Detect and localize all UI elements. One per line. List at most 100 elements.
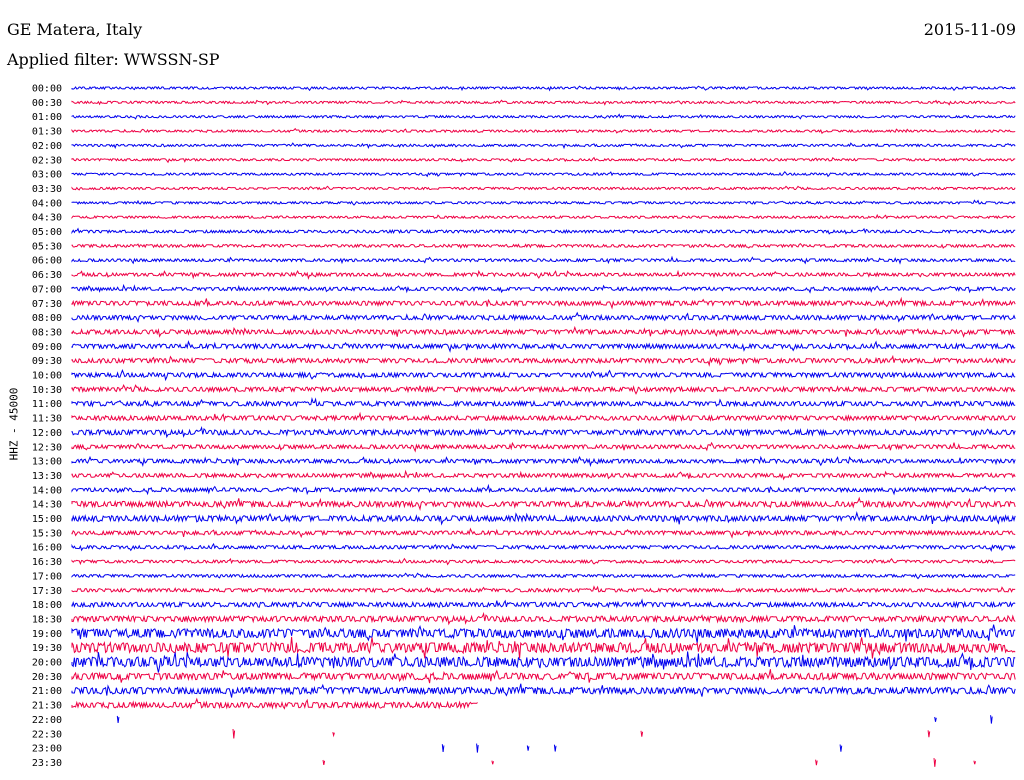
time-tick-label: 02:30: [32, 155, 62, 166]
trace-line: [71, 156, 1016, 164]
time-tick-label: 15:30: [32, 528, 62, 539]
trace-line: [71, 243, 1016, 249]
time-tick-label: 19:00: [32, 629, 62, 640]
time-tick-label: 06:30: [32, 270, 62, 281]
trace-line: [71, 311, 1016, 324]
time-tick-label: 09:30: [32, 356, 62, 367]
station-title: GE Matera, Italy: [7, 20, 143, 39]
trace-line: [71, 383, 1016, 395]
seismogram-traces: [71, 85, 1016, 767]
trace-line: [71, 213, 1016, 220]
time-axis-labels: 00:00 00:30 01:00 01:30 02:00 02:30 03:00 03:30…: [32, 84, 62, 769]
trace-line: [71, 542, 1016, 552]
time-tick-label: 08:00: [32, 313, 62, 324]
trace-line: [71, 572, 1016, 580]
time-tick-label: 22:00: [32, 715, 62, 726]
trace-line: [322, 758, 976, 767]
time-tick-label: 23:30: [32, 758, 62, 769]
time-tick-label: 15:00: [32, 514, 62, 525]
trace-line: [71, 255, 1016, 265]
time-tick-label: 00:00: [32, 84, 62, 95]
time-tick-label: 07:30: [32, 299, 62, 310]
date-label: 2015-11-09: [923, 20, 1016, 39]
trace-line: [71, 697, 478, 710]
trace-line: [71, 611, 1016, 626]
time-tick-label: 05:30: [32, 241, 62, 252]
time-tick-label: 13:00: [32, 457, 62, 468]
time-tick-label: 13:30: [32, 471, 62, 482]
trace-line: [71, 455, 1016, 468]
time-tick-label: 16:30: [32, 557, 62, 568]
time-tick-label: 00:30: [32, 98, 62, 109]
trace-line: [71, 624, 1016, 643]
trace-line: [71, 354, 1016, 367]
time-tick-label: 10:30: [32, 385, 62, 396]
time-tick-label: 17:30: [32, 586, 62, 597]
time-tick-label: 04:00: [32, 198, 62, 209]
trace-line: [71, 227, 1016, 235]
trace-line: [71, 325, 1016, 338]
trace-line: [116, 715, 993, 724]
filter-label: Applied filter: WWSSN-SP: [7, 50, 220, 69]
trace-line: [71, 669, 1016, 684]
time-tick-label: 20:00: [32, 658, 62, 669]
trace-line: [71, 511, 1016, 526]
time-tick-label: 23:00: [32, 744, 62, 755]
trace-line: [71, 396, 1016, 408]
time-tick-label: 20:30: [32, 672, 62, 683]
trace-line: [71, 369, 1016, 382]
time-tick-label: 03:00: [32, 170, 62, 181]
time-tick-label: 01:30: [32, 127, 62, 138]
time-tick-label: 12:30: [32, 442, 62, 453]
time-tick-label: 18:00: [32, 600, 62, 611]
trace-line: [71, 99, 1016, 106]
time-tick-label: 21:00: [32, 686, 62, 697]
time-tick-label: 01:00: [32, 112, 62, 123]
trace-line: [71, 636, 1016, 659]
time-tick-label: 04:30: [32, 213, 62, 224]
trace-line: [71, 113, 1016, 120]
time-tick-label: 21:30: [32, 701, 62, 712]
trace-line: [71, 557, 1016, 566]
trace-line: [71, 651, 1016, 673]
time-tick-label: 17:00: [32, 571, 62, 582]
trace-line: [71, 171, 1016, 178]
trace-line: [71, 469, 1016, 481]
time-tick-label: 09:00: [32, 342, 62, 353]
trace-line: [71, 283, 1016, 294]
trace-line: [71, 269, 1016, 280]
time-tick-label: 14:00: [32, 485, 62, 496]
time-tick-label: 02:00: [32, 141, 62, 152]
trace-line: [71, 296, 1016, 310]
trace-line: [71, 411, 1016, 423]
time-tick-label: 18:30: [32, 614, 62, 625]
time-tick-label: 19:30: [32, 643, 62, 654]
time-tick-label: 16:00: [32, 543, 62, 554]
trace-line: [71, 142, 1016, 150]
time-tick-label: 14:30: [32, 500, 62, 511]
trace-line: [71, 127, 1016, 135]
time-tick-label: 08:30: [32, 327, 62, 338]
time-tick-label: 03:30: [32, 184, 62, 195]
trace-line: [71, 85, 1016, 92]
trace-line: [71, 426, 1016, 439]
time-tick-label: 10:00: [32, 371, 62, 382]
trace-line: [232, 728, 931, 739]
time-tick-label: 11:00: [32, 399, 62, 410]
trace-line: [71, 483, 1016, 496]
trace-line: [71, 527, 1016, 539]
time-tick-label: 06:00: [32, 256, 62, 267]
trace-line: [71, 185, 1016, 191]
trace-line: [71, 340, 1016, 353]
trace-line: [71, 441, 1016, 453]
time-tick-label: 22:30: [32, 729, 62, 740]
trace-line: [71, 598, 1016, 609]
time-tick-label: 11:30: [32, 414, 62, 425]
trace-line: [441, 743, 843, 753]
trace-line: [71, 496, 1016, 512]
time-tick-label: 12:00: [32, 428, 62, 439]
trace-line: [71, 585, 1016, 594]
trace-line: [71, 683, 1016, 698]
trace-line: [71, 199, 1016, 206]
